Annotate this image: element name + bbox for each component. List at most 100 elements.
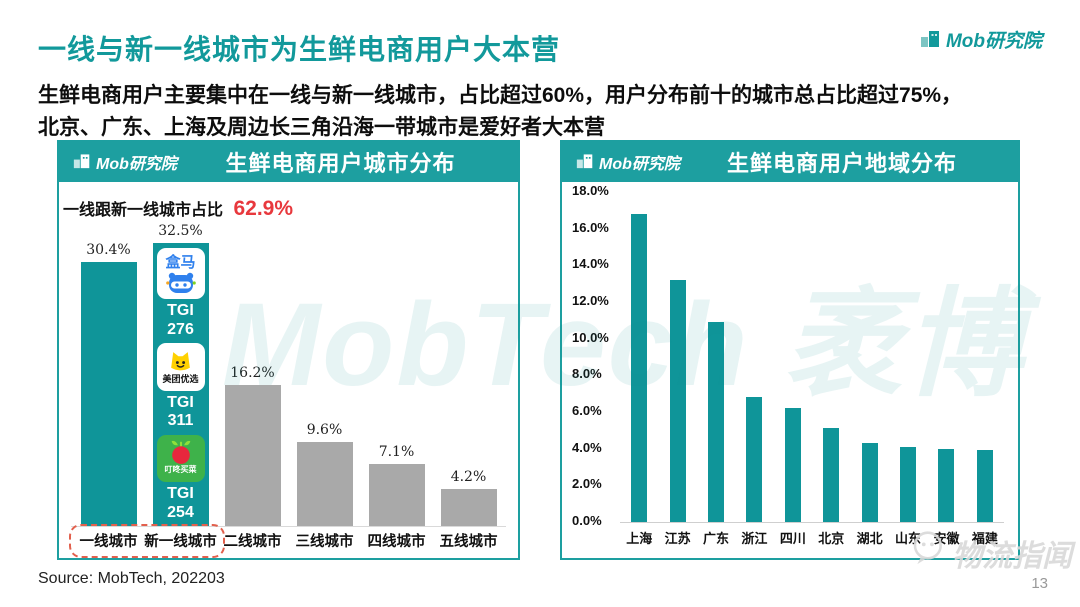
region-bar-column-9 [927,192,965,522]
bar-湖北 [861,443,878,522]
bar-四线城市 [368,464,425,526]
y-tick-label-10.0%: 10.0% [572,330,609,345]
bar-北京 [823,428,840,522]
region-x-axis-label-四川: 四川 [779,531,806,546]
x-axis-label-四线城市: 四线城市 [367,534,426,550]
region-x-axis-label-浙江: 浙江 [741,531,768,546]
tgi-label-盒马: TGI 276 [167,302,194,339]
bar-山东 [900,447,917,522]
y-tick-label-12.0%: 12.0% [572,293,609,308]
x-axis-label-cell: 新一线城市 [144,530,217,551]
region-bar-plot [620,192,1004,523]
tier-share-annotation: 一线跟新一线城市占比 62.9% [63,196,293,221]
bar-value-label: 9.6% [306,422,343,438]
x-axis-label-cell: 四线城市 [367,530,426,551]
bar-江苏 [669,280,686,522]
y-tick-label-14.0%: 14.0% [572,256,609,271]
dingdong-maicai-label: 叮咚买菜 [164,465,197,475]
left-chart-body: 一线跟新一线城市占比 62.9% 30.4% 32.5% 盒马 TGI 276 美团优选 T… [59,182,518,558]
bar-column-3: 16.2% [224,365,281,526]
meituan-bag-icon [171,351,190,370]
region-bar-column-6 [812,192,850,522]
dingdong-radish-icon [171,441,190,465]
tgi-prefix: TGI [167,393,194,411]
bar-浙江 [746,397,763,522]
y-tick-label-4.0%: 4.0% [572,440,602,455]
bar-column-2: 32.5% 盒马 TGI 276 美团优选 TGI 311 叮咚买菜 TGI 254 [152,223,209,526]
right-panel-header: Mob研究院 生鲜电商用户地域分布 [562,142,1018,182]
bar-column-1: 30.4% [80,242,137,526]
region-x-axis-label-江苏: 江苏 [664,531,691,546]
region-bar-column-3 [697,192,735,522]
left-panel-header: Mob研究院 生鲜电商用户城市分布 [59,142,518,182]
x-axis-label-cell: 五线城市 [439,530,498,551]
x-axis-label-cell: 二线城市 [223,530,282,551]
city-x-axis-labels: 一线城市 新一线城市 二线城市 三线城市 四线城市 五线城市 [71,530,506,551]
dingdong-maicai-app-icon: 叮咚买菜 [156,434,205,483]
x-axis-label-二线城市: 二线城市 [223,534,282,550]
tgi-value: 254 [167,503,194,521]
bar-三线城市 [296,442,353,526]
bar-value-label: 4.2% [450,469,487,485]
y-tick-label-18.0%: 18.0% [572,183,609,198]
tgi-label-美团优选: TGI 311 [167,394,194,431]
x-axis-label-五线城市: 五线城市 [439,534,498,550]
x-axis-label-新一线城市: 新一线城市 [144,534,217,550]
x-axis-label-一线城市: 一线城市 [79,534,138,550]
bar-广东 [708,322,725,522]
x-axis-label-cell: 三线城市 [296,530,354,551]
subtitle-line-1: 生鲜电商用户主要集中在一线与新一线城市，占比超过60%，用户分布前十的城市总占比… [38,84,963,107]
y-tick-label-6.0%: 6.0% [572,403,602,418]
region-bar-column-4 [735,192,773,522]
city-bar-plot: 30.4% 32.5% 盒马 TGI 276 美团优选 TGI 311 叮咚买菜 TGI 254 16… [71,182,506,527]
meituan-youxuan-label: 美团优选 [162,373,199,384]
region-distribution-panel: Mob研究院 生鲜电商用户地域分布 上海 江苏 广东 浙江 四川 北京 湖北 山东 安徽 福建 0… [560,140,1020,560]
annotation-label: 一线跟新一线城市占比 [63,202,224,219]
subtitle-line-2: 北京、广东、上海及周边长三角沿海一带城市是爱好者大本营 [38,115,605,139]
y-tick-label-16.0%: 16.0% [572,220,609,235]
brand-logo: Mob研究院 [920,26,1042,53]
source-note: Source: MobTech, 202203 [38,570,225,587]
y-tick-label-8.0%: 8.0% [572,366,602,381]
mob-building-icon-white [576,151,594,174]
bar-四川 [784,408,801,522]
page-title: 一线与新一线城市为生鲜电商用户大本营 [38,34,561,65]
tgi-value: 276 [167,320,194,338]
bar-value-label: 32.5% [158,223,203,239]
bar-column-4: 9.6% [296,422,353,526]
region-x-axis-label-安徽: 安徽 [933,531,960,546]
brand-logo-label: Mob研究院 [945,31,1042,52]
region-bar-column-5 [774,192,812,522]
left-panel-logo: Mob研究院 [73,150,177,174]
bar-福建 [976,450,993,522]
tgi-prefix: TGI [167,485,194,503]
page-number: 13 [1031,575,1048,592]
bar-value-label: 7.1% [378,444,415,460]
bar-value-label: 30.4% [86,242,131,258]
region-x-axis-labels: 上海 江苏 广东 浙江 四川 北京 湖北 山东 安徽 福建 [620,528,1004,547]
bar-column-5: 7.1% [368,444,425,526]
tgi-label-叮咚买菜: TGI 254 [167,485,194,522]
hema-label: 盒马 [165,253,196,271]
left-panel-logo-label: Mob研究院 [96,156,177,173]
region-x-axis-label-广东: 广东 [703,531,730,546]
region-x-axis-label-湖北: 湖北 [856,531,883,546]
region-bar-column-10 [966,192,1004,522]
x-axis-label-cell: 一线城市 [79,530,138,551]
left-chart-title: 生鲜电商用户城市分布 [225,151,456,176]
first-two-tiers-dashed-box [69,524,225,558]
right-panel-logo-label: Mob研究院 [599,156,680,173]
tgi-value: 311 [167,412,194,430]
region-bar-column-2 [658,192,696,522]
region-bar-column-7 [850,192,888,522]
bar-column-6: 4.2% [440,469,497,526]
bar-二线城市 [224,385,281,526]
y-tick-label-2.0%: 2.0% [572,476,602,491]
bar-新一线城市: 盒马 TGI 276 美团优选 TGI 311 叮咚买菜 TGI 254 [152,243,209,526]
region-x-axis-label-北京: 北京 [818,531,845,546]
region-x-axis-label-山东: 山东 [895,531,922,546]
mob-building-icon [920,27,941,53]
y-tick-label-0.0%: 0.0% [572,513,602,528]
bar-安徽 [938,449,955,522]
right-panel-logo: Mob研究院 [576,150,680,174]
